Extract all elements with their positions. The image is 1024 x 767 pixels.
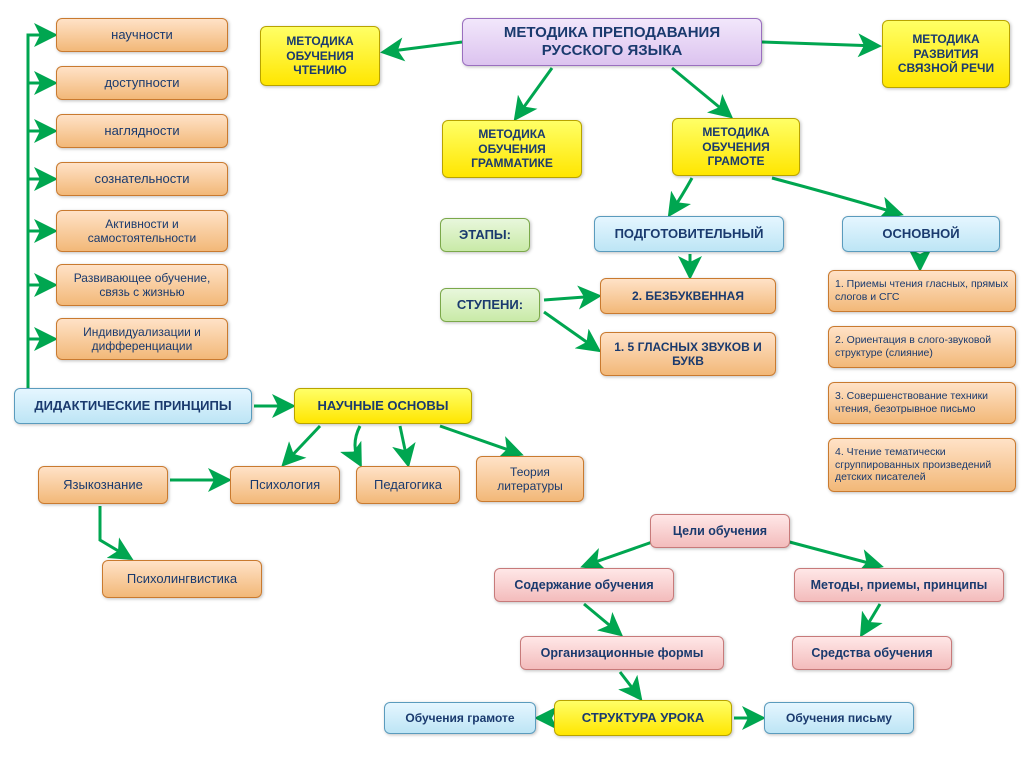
node-celi: Цели обучения <box>650 514 790 548</box>
edge <box>516 68 552 118</box>
edge <box>584 604 620 634</box>
edge <box>544 296 598 300</box>
node-osn1: 1. Приемы чтения гласных, прямых слогов … <box>828 270 1016 312</box>
node-p7: Индивидуализации и дифференциации <box>56 318 228 360</box>
edge <box>670 178 692 214</box>
edge <box>355 426 360 464</box>
node-podgot: ПОДГОТОВИТЕЛЬНЫЙ <box>594 216 784 252</box>
node-teorlit: Теория литературы <box>476 456 584 502</box>
edge <box>672 68 730 116</box>
node-bezbuk: 2. БЕЗБУКВЕННАЯ <box>600 278 776 314</box>
node-p4: сознательности <box>56 162 228 196</box>
node-stup: СТУПЕНИ: <box>440 288 540 322</box>
node-m_grammar: МЕТОДИКА ОБУЧЕНИЯ ГРАММАТИКЕ <box>442 120 582 178</box>
node-ob_gram: Обучения грамоте <box>384 702 536 734</box>
node-etapy: ЭТАПЫ: <box>440 218 530 252</box>
node-ob_pism: Обучения письму <box>764 702 914 734</box>
node-p2: доступности <box>56 66 228 100</box>
node-m_read: МЕТОДИКА ОБУЧЕНИЯ ЧТЕНИЮ <box>260 26 380 86</box>
node-p5: Активности и самостоятельности <box>56 210 228 252</box>
node-p6: Развивающее обучение, связь с жизнью <box>56 264 228 306</box>
node-m_speech: МЕТОДИКА РАЗВИТИЯ СВЯЗНОЙ РЕЧИ <box>882 20 1010 88</box>
node-nauch: НАУЧНЫЕ ОСНОВЫ <box>294 388 472 424</box>
node-m_gramote: МЕТОДИКА ОБУЧЕНИЯ ГРАМОТЕ <box>672 118 800 176</box>
edge <box>620 672 640 698</box>
node-soderzh: Содержание обучения <box>494 568 674 602</box>
edge <box>100 506 130 558</box>
node-p1: научности <box>56 18 228 52</box>
edge <box>400 426 408 464</box>
edge <box>862 604 880 634</box>
node-osn2: 2. Ориентация в слого-звуковой структуре… <box>828 326 1016 368</box>
edge <box>782 540 880 566</box>
node-yazyk: Языкознание <box>38 466 168 504</box>
edge <box>284 426 320 464</box>
node-didakt: ДИДАКТИЧЕСКИЕ ПРИНЦИПЫ <box>14 388 252 424</box>
node-glasn: 1. 5 ГЛАСНЫХ ЗВУКОВ И БУКВ <box>600 332 776 376</box>
edge <box>772 178 900 214</box>
node-p3: наглядности <box>56 114 228 148</box>
edge <box>584 540 658 566</box>
node-struktura: СТРУКТУРА УРОКА <box>554 700 732 736</box>
node-osn3: 3. Совершенствование техники чтения, без… <box>828 382 1016 424</box>
node-sredstva: Средства обучения <box>792 636 952 670</box>
node-orgform: Организационные формы <box>520 636 724 670</box>
edge <box>28 35 54 404</box>
node-metody: Методы, приемы, принципы <box>794 568 1004 602</box>
node-title: МЕТОДИКА ПРЕПОДАВАНИЯ РУССКОГО ЯЗЫКА <box>462 18 762 66</box>
edge <box>440 426 520 454</box>
node-psiholing: Психолингвистика <box>102 560 262 598</box>
node-osn4: 4. Чтение тематически сгруппированных пр… <box>828 438 1016 492</box>
edge <box>762 42 878 46</box>
edge <box>384 42 462 52</box>
edge <box>544 312 598 350</box>
node-osnov: ОСНОВНОЙ <box>842 216 1000 252</box>
node-pedag: Педагогика <box>356 466 460 504</box>
node-psih: Психология <box>230 466 340 504</box>
